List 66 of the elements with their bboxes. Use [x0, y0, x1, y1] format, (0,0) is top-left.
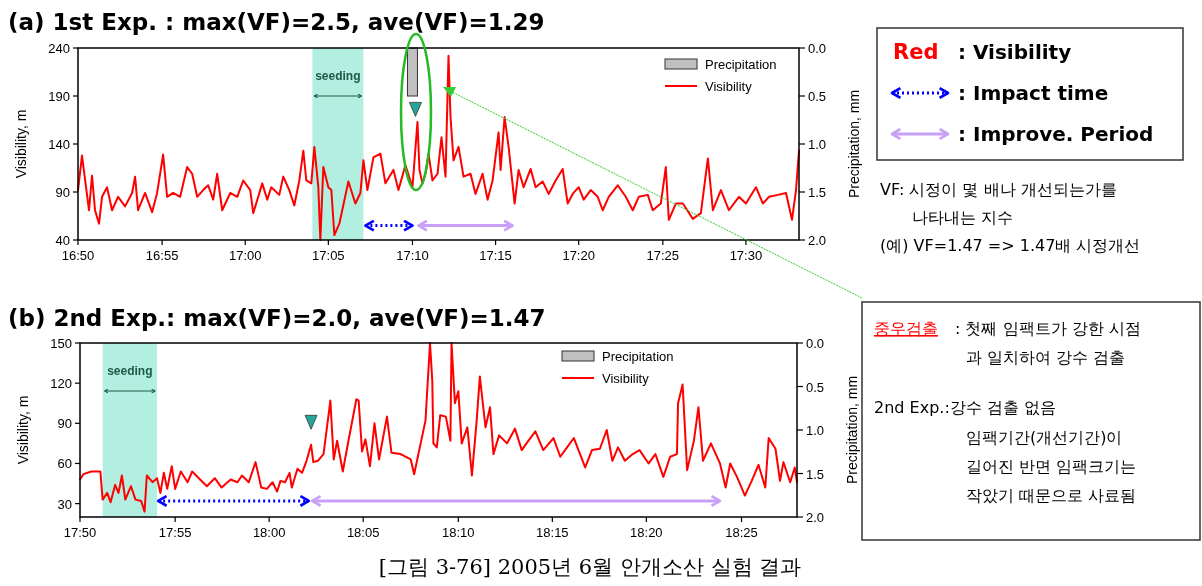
text: [그림 3-76] 2005년 6월 안개소산 실험 결과: [378, 555, 802, 579]
line-series: [79, 342, 798, 513]
y-tick-label: 60: [57, 456, 72, 472]
text: 길어진 반면 임팩크기는: [966, 457, 1137, 476]
y2-tick-label: 2.0: [806, 510, 825, 525]
x-tick-label: 18:10: [442, 525, 475, 540]
band-label: seeding: [315, 69, 361, 83]
y2-tick-label: 1.0: [808, 137, 827, 152]
x-tick-label: 17:55: [158, 525, 192, 540]
y-tick-label: 40: [55, 233, 70, 248]
text: : Improve. Period: [958, 122, 1154, 146]
y-tick-label: 150: [50, 336, 72, 351]
x-tick-label: 17:30: [729, 248, 763, 263]
text: (예) VF=1.47 => 1.47배 시정개선: [880, 236, 1141, 255]
x-tick-label: 18:05: [346, 525, 380, 540]
y-tick-label: 90: [55, 185, 70, 200]
legend-label: Visibility: [602, 371, 650, 386]
y2-axis-title: Precipitation, mm: [844, 375, 860, 485]
y2-tick-label: 1.0: [806, 423, 825, 438]
text: 2nd Exp.:강수 검출 없음: [874, 398, 1056, 417]
x-tick-label: 18:20: [630, 525, 663, 540]
text: Red: [893, 40, 939, 64]
y2-axis-title: Precipitation, mm: [846, 89, 862, 199]
y2-tick-label: 0.5: [806, 379, 825, 395]
y-axis-title: Visibility, m: [15, 395, 31, 465]
x-tick-label: 16:55: [145, 248, 179, 263]
y-tick-label: 30: [57, 496, 72, 512]
text: 임팩기간(개선기간)이: [966, 428, 1123, 447]
x-tick-label: 17:00: [228, 248, 262, 263]
x-tick-label: 16:50: [61, 248, 95, 263]
text: : Visibility: [958, 40, 1072, 64]
y-tick-label: 190: [48, 89, 70, 104]
y-tick-label: 240: [48, 41, 70, 56]
text: 나타내는 지수: [912, 208, 1014, 227]
chart-title: (b) 2nd Exp.: max(VF)=2.0, ave(VF)=1.47: [8, 305, 546, 331]
text: 중우검출: [874, 319, 938, 338]
y2-tick-label: 1.5: [808, 185, 827, 200]
chart-title: (a) 1st Exp. : max(VF)=2.5, ave(VF)=1.29: [8, 9, 545, 35]
y2-tick-label: 1.5: [806, 466, 825, 482]
y2-tick-label: 0.0: [806, 336, 825, 351]
y2-tick-label: 2.0: [808, 233, 827, 248]
text: 과 일치하여 강수 검출: [966, 348, 1126, 367]
text: VF: 시정이 몇 배나 개선되는가를: [880, 180, 1117, 199]
line-series: [77, 54, 800, 241]
y-tick-label: 120: [50, 376, 72, 392]
y2-tick-label: 0.5: [808, 89, 827, 104]
y-tick-label: 90: [57, 416, 72, 432]
y-tick-label: 140: [48, 137, 70, 152]
x-tick-label: 17:25: [646, 248, 680, 263]
x-tick-label: 17:15: [479, 248, 512, 263]
x-tick-label: 17:20: [562, 248, 595, 263]
legend-label: Precipitation: [705, 57, 777, 72]
legend-label: Precipitation: [602, 349, 674, 364]
band-label: seeding: [107, 364, 153, 378]
x-tick-label: 17:10: [396, 248, 429, 263]
y2-tick-label: 0.0: [808, 41, 827, 56]
legend-label: Visibility: [705, 79, 753, 94]
y-axis-title: Visibility, m: [13, 109, 29, 179]
x-tick-label: 18:25: [725, 525, 758, 540]
x-tick-label: 17:05: [312, 248, 345, 263]
x-tick-label: 18:15: [536, 525, 569, 540]
text: : Impact time: [958, 81, 1109, 105]
text: 작았기 때문으로 사료됨: [966, 486, 1137, 505]
x-tick-label: 17:50: [63, 525, 97, 540]
text: : 첫째 임팩트가 강한 시점: [955, 319, 1141, 338]
x-tick-label: 18:00: [252, 525, 286, 540]
